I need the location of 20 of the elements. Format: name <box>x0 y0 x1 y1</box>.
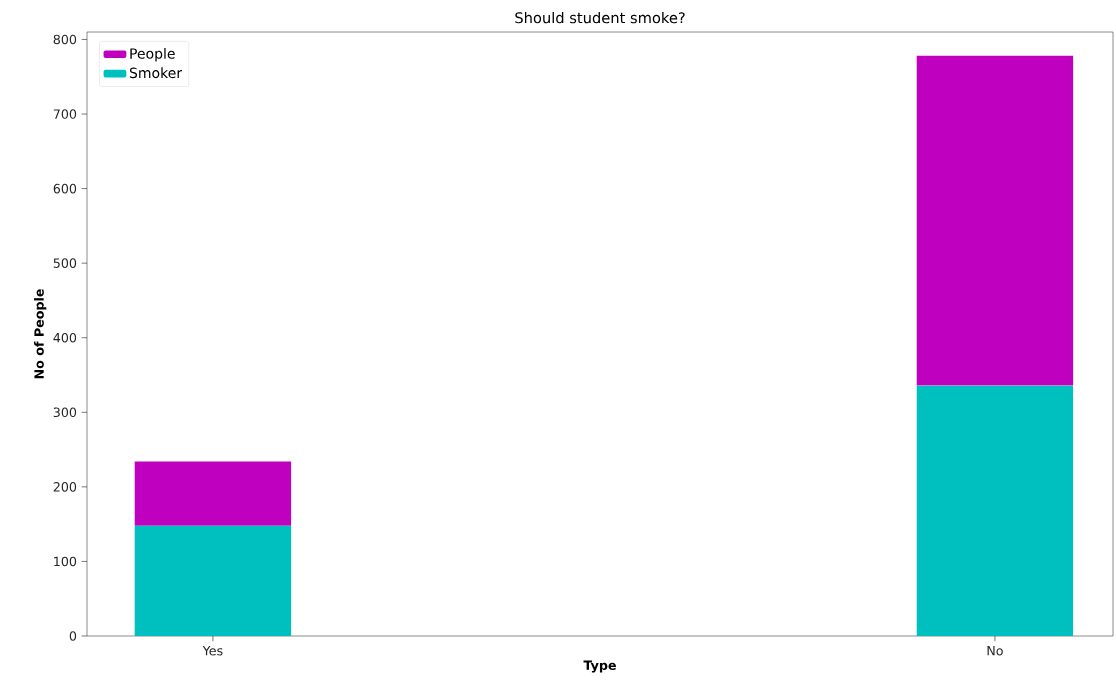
bar <box>916 55 1074 386</box>
y-tick-label: 400 <box>53 332 77 343</box>
y-tick-label: 700 <box>53 109 77 119</box>
y-tick-label: 0 <box>69 631 77 641</box>
y-tick-label: 500 <box>53 258 77 268</box>
legend-label: Smoker <box>129 67 183 79</box>
y-tick-label: 300 <box>53 407 77 418</box>
y-tick-label: 600 <box>53 183 77 194</box>
x-tick-label: Yes <box>202 646 223 656</box>
y-tick-label: 100 <box>54 556 77 567</box>
chart-title: Should student smoke? <box>515 11 685 24</box>
bar <box>916 385 1074 636</box>
bar <box>134 525 292 636</box>
y-tick-label: 200 <box>53 482 77 492</box>
bar <box>134 461 292 526</box>
y-tick-label: 800 <box>53 34 77 45</box>
x-axis-title: Type <box>583 660 616 673</box>
y-axis-title: No of People <box>34 289 47 379</box>
x-tick-label: No <box>987 646 1003 656</box>
legend-label: People <box>130 48 175 62</box>
